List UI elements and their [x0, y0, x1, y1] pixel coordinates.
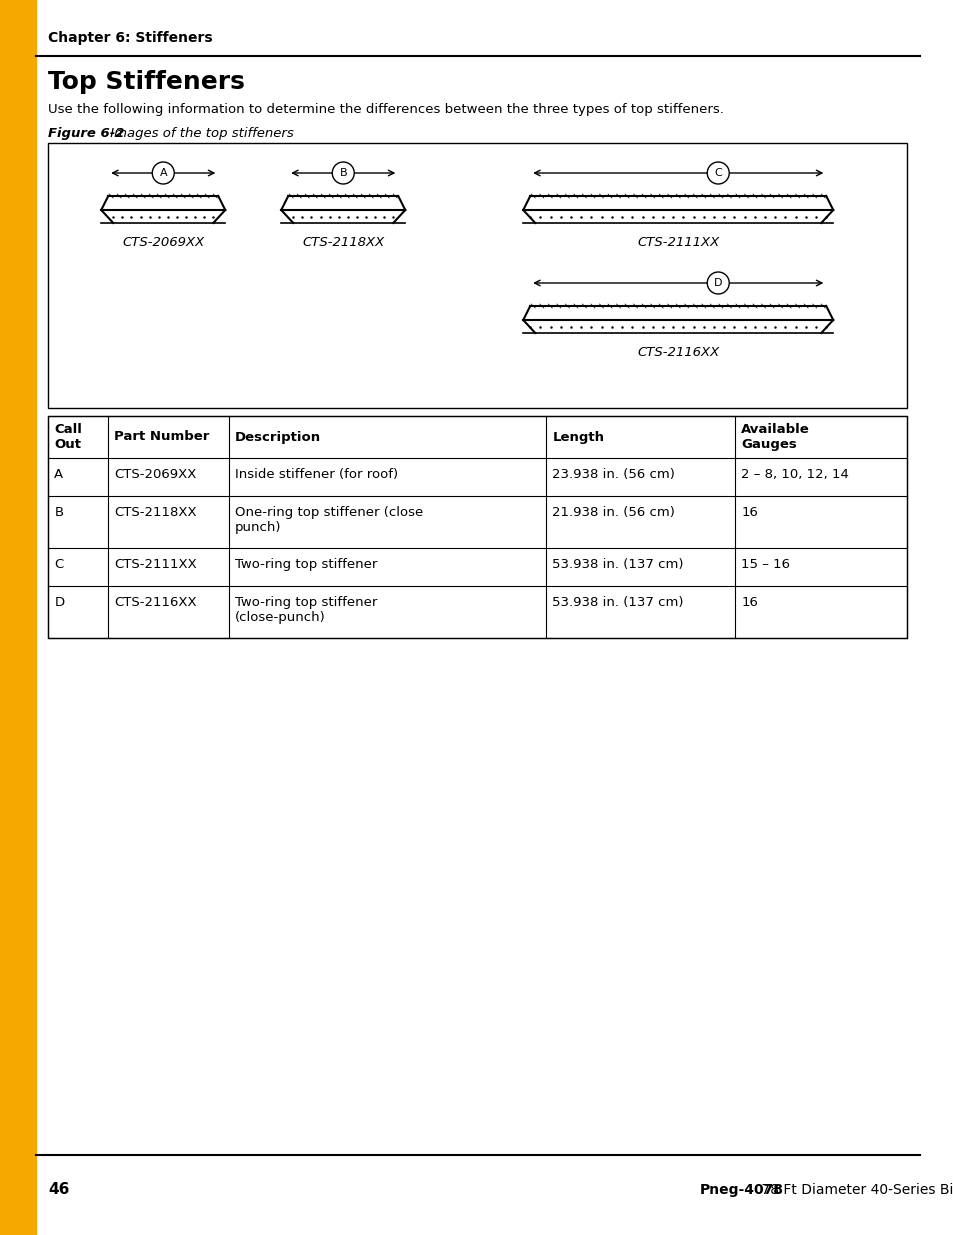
Text: Pneg-4078: Pneg-4078	[700, 1183, 783, 1197]
Text: CTS-2069XX: CTS-2069XX	[114, 468, 196, 480]
Circle shape	[706, 162, 728, 184]
Text: D: D	[713, 278, 721, 288]
Text: Part Number: Part Number	[114, 431, 210, 443]
Text: CTS-2118XX: CTS-2118XX	[114, 506, 196, 519]
Text: 53.938 in. (137 cm): 53.938 in. (137 cm)	[552, 597, 683, 609]
Circle shape	[332, 162, 354, 184]
Text: CTS-2116XX: CTS-2116XX	[637, 347, 719, 359]
Text: B: B	[54, 506, 63, 519]
Text: Two-ring top stiffener
(close-punch): Two-ring top stiffener (close-punch)	[234, 597, 376, 624]
Text: 21.938 in. (56 cm): 21.938 in. (56 cm)	[552, 506, 675, 519]
Text: B: B	[339, 168, 347, 178]
Text: Inside stiffener (for roof): Inside stiffener (for roof)	[234, 468, 397, 480]
Text: 78 Ft Diameter 40-Series Bin: 78 Ft Diameter 40-Series Bin	[757, 1183, 953, 1197]
Text: C: C	[714, 168, 721, 178]
Text: 2 – 8, 10, 12, 14: 2 – 8, 10, 12, 14	[740, 468, 848, 480]
Circle shape	[152, 162, 174, 184]
Text: 53.938 in. (137 cm): 53.938 in. (137 cm)	[552, 558, 683, 571]
Text: CTS-2116XX: CTS-2116XX	[114, 597, 196, 609]
Text: Top Stiffeners: Top Stiffeners	[49, 70, 245, 94]
Bar	[0, 0, 36, 1235]
Text: 46: 46	[49, 1182, 70, 1198]
Text: A: A	[159, 168, 167, 178]
Text: Available
Gauges: Available Gauges	[740, 424, 809, 451]
Text: Two-ring top stiffener: Two-ring top stiffener	[234, 558, 376, 571]
Text: CTS-2118XX: CTS-2118XX	[302, 236, 384, 249]
Text: CTS-2111XX: CTS-2111XX	[637, 236, 719, 249]
Text: C: C	[54, 558, 64, 571]
Text: 16: 16	[740, 597, 758, 609]
Text: 16: 16	[740, 506, 758, 519]
Bar	[49, 143, 906, 408]
Text: Call
Out: Call Out	[54, 424, 82, 451]
Text: Images of the top stiffeners: Images of the top stiffeners	[106, 126, 294, 140]
Text: D: D	[54, 597, 64, 609]
Circle shape	[706, 272, 728, 294]
Text: 23.938 in. (56 cm): 23.938 in. (56 cm)	[552, 468, 675, 480]
Text: Use the following information to determine the differences between the three typ: Use the following information to determi…	[49, 104, 723, 116]
Text: Figure 6-2: Figure 6-2	[49, 126, 125, 140]
Text: 15 – 16: 15 – 16	[740, 558, 789, 571]
Text: CTS-2111XX: CTS-2111XX	[114, 558, 197, 571]
Text: Description: Description	[234, 431, 320, 443]
Bar	[49, 416, 906, 638]
Text: CTS-2069XX: CTS-2069XX	[122, 236, 204, 249]
Text: Length: Length	[552, 431, 603, 443]
Text: Chapter 6: Stiffeners: Chapter 6: Stiffeners	[49, 31, 213, 44]
Text: One-ring top stiffener (close
punch): One-ring top stiffener (close punch)	[234, 506, 422, 534]
Text: A: A	[54, 468, 63, 480]
